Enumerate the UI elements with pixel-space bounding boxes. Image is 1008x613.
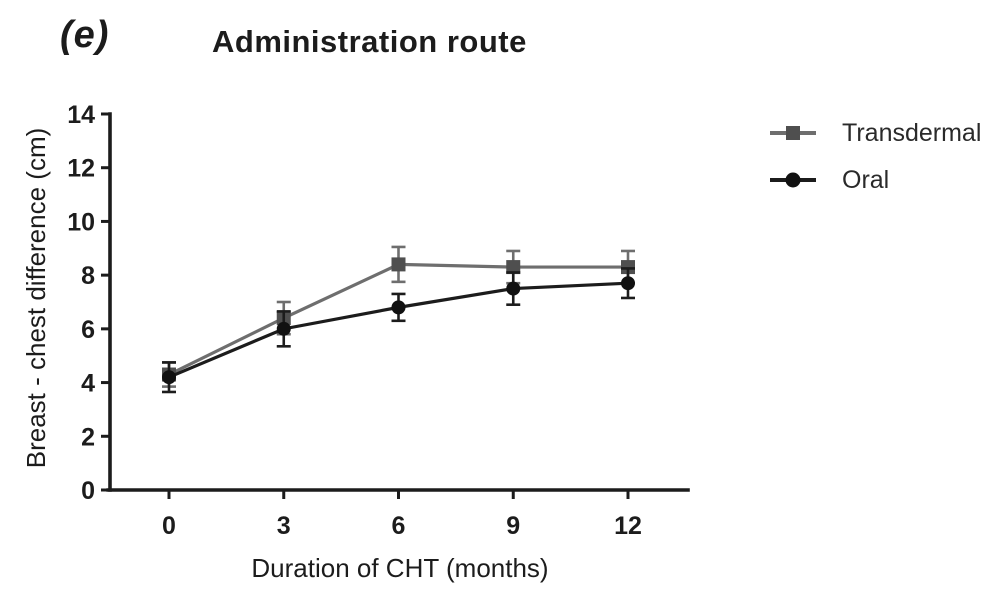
y-axis-ticks: 0 2 4 6 8 10 12 14 (67, 101, 110, 505)
x-tick-label: 9 (506, 512, 520, 540)
square-marker (621, 260, 635, 275)
circle-legend-marker-icon (770, 172, 816, 188)
x-tick-label: 6 (392, 512, 406, 540)
y-tick-label: 14 (67, 101, 95, 129)
y-tick-label: 12 (67, 155, 95, 183)
square-marker (506, 260, 521, 275)
legend-item-transdermal: Transdermal (770, 118, 981, 148)
legend: Transdermal Oral (770, 118, 981, 195)
square-legend-marker-icon (770, 126, 816, 140)
square-marker (391, 257, 406, 272)
plot-area: 0 2 4 6 8 10 12 14 0 3 6 9 12 (67, 101, 690, 540)
y-tick-label: 2 (81, 423, 95, 451)
circle-marker (391, 300, 406, 315)
y-tick-label: 8 (81, 262, 95, 290)
y-tick-label: 10 (67, 208, 95, 236)
y-tick-label: 4 (81, 370, 95, 398)
x-tick-label: 0 (162, 512, 176, 540)
x-axis-ticks: 0 3 6 9 12 (162, 490, 642, 540)
y-axis-title: Breast - chest difference (cm) (21, 128, 51, 469)
x-tick-label: 3 (277, 512, 291, 540)
legend-label: Oral (842, 165, 890, 194)
series-oral (162, 267, 635, 394)
circle-marker (276, 321, 291, 336)
y-tick-label: 0 (81, 477, 95, 505)
x-axis-title: Duration of CHT (months) (251, 553, 548, 583)
legend-item-oral: Oral (770, 165, 981, 195)
circle-marker (506, 281, 521, 296)
y-tick-label: 6 (81, 316, 95, 344)
chart-title: Administration route (212, 24, 527, 59)
circle-marker (621, 276, 635, 291)
x-tick-label: 12 (614, 512, 642, 540)
circle-marker (162, 370, 176, 385)
panel-label: (e) (60, 14, 110, 56)
legend-label: Transdermal (842, 118, 982, 147)
